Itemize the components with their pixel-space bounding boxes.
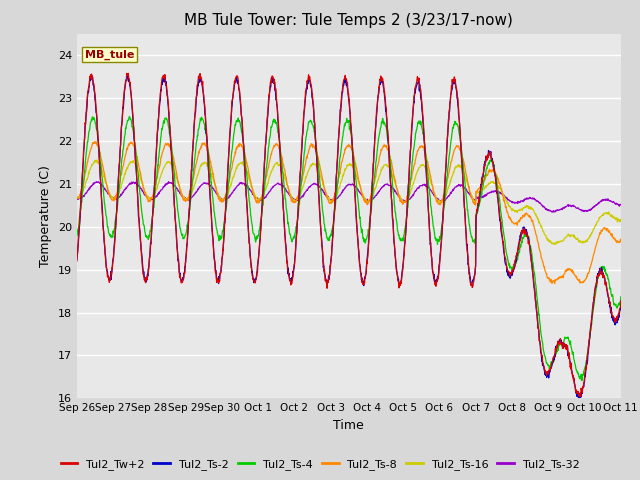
Text: MB_tule: MB_tule bbox=[85, 49, 134, 60]
X-axis label: Time: Time bbox=[333, 419, 364, 432]
Title: MB Tule Tower: Tule Temps 2 (3/23/17-now): MB Tule Tower: Tule Temps 2 (3/23/17-now… bbox=[184, 13, 513, 28]
Y-axis label: Temperature (C): Temperature (C) bbox=[39, 165, 52, 267]
Legend: Tul2_Tw+2, Tul2_Ts-2, Tul2_Ts-4, Tul2_Ts-8, Tul2_Ts-16, Tul2_Ts-32: Tul2_Tw+2, Tul2_Ts-2, Tul2_Ts-4, Tul2_Ts… bbox=[56, 455, 584, 474]
